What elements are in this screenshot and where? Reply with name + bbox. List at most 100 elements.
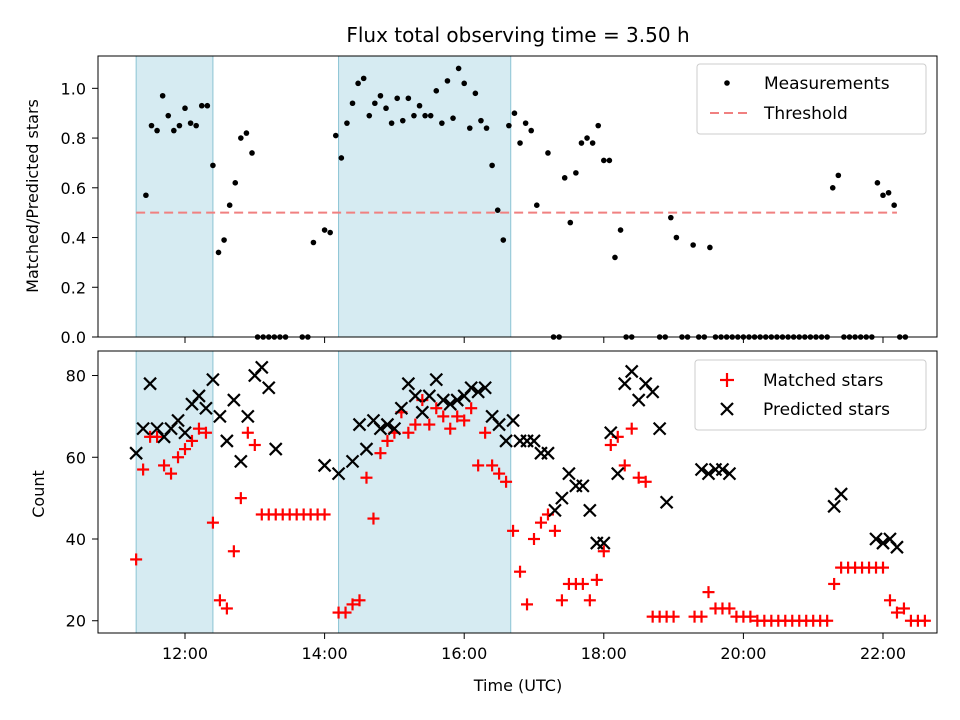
- measurement-point: [494, 207, 501, 213]
- measurement-point: [511, 110, 518, 116]
- matched-star-point: [346, 598, 359, 611]
- top-y-tick-label: 0.0: [61, 328, 86, 347]
- predicted-star-point: [359, 442, 374, 456]
- measurement-point: [517, 140, 523, 146]
- predicted-star-point: [408, 389, 423, 403]
- measurement-point: [226, 202, 233, 209]
- predicted-star-point: [576, 479, 590, 493]
- measurement-point: [707, 244, 713, 251]
- measurement-point: [372, 100, 378, 107]
- predicted-star-point: [471, 385, 485, 399]
- measurement-point: [215, 249, 222, 256]
- legend-predicted-marker: [720, 402, 734, 416]
- predicted-star-point: [527, 434, 541, 448]
- predicted-star-point: [541, 446, 555, 460]
- measurement-point: [243, 130, 250, 136]
- predicted-star-point: [387, 421, 402, 436]
- measurement-point: [232, 180, 239, 186]
- bottom-y-tick-label: 40: [66, 530, 86, 549]
- predicted-star-point: [555, 491, 569, 505]
- top-y-tick-label: 0.8: [61, 129, 86, 148]
- measurement-point: [238, 135, 244, 141]
- measurement-point: [589, 140, 596, 146]
- measurement-point: [567, 219, 574, 226]
- matched-star-point: [514, 565, 527, 578]
- matched-star-point: [507, 524, 520, 537]
- matched-star-point: [151, 430, 164, 443]
- measurement-point: [880, 192, 886, 199]
- measurement-point: [176, 122, 183, 129]
- predicted-star-point: [715, 462, 730, 477]
- top-y-tick-label: 0.6: [61, 179, 86, 198]
- predicted-star-point: [317, 458, 332, 473]
- measurement-point: [154, 127, 160, 134]
- measurement-point: [584, 135, 590, 141]
- measurement-point: [411, 112, 417, 119]
- predicted-star-point: [171, 413, 185, 428]
- predicted-star-point: [562, 466, 576, 481]
- matched-star-point: [241, 426, 254, 439]
- matched-star-point: [493, 467, 506, 480]
- matched-star-point: [318, 508, 331, 521]
- predicted-star-point: [722, 466, 737, 481]
- matched-star-point: [172, 451, 185, 464]
- predicted-star-point: [192, 389, 206, 403]
- measurement-point: [601, 157, 607, 164]
- matched-star-point: [444, 422, 457, 435]
- matched-star-point: [883, 594, 896, 607]
- matched-star-point: [179, 443, 191, 456]
- predicted-star-point: [129, 446, 143, 460]
- matched-star-point: [486, 459, 499, 472]
- matched-star-point: [451, 410, 464, 423]
- matched-star-point: [248, 439, 261, 451]
- bottom-y-tick-label: 20: [66, 612, 86, 631]
- predicted-star-point: [583, 503, 597, 518]
- legend-measurements-marker: [724, 80, 730, 86]
- predicted-star-point: [869, 532, 883, 546]
- measurement-point: [522, 120, 529, 126]
- predicted-star-point: [827, 499, 841, 514]
- measurement-point: [405, 95, 412, 102]
- top-y-tick-label: 0.2: [61, 278, 86, 297]
- matched-star-point: [158, 459, 171, 472]
- x-tick-label: 18:00: [581, 644, 627, 663]
- predicted-star-point: [331, 466, 346, 481]
- measurement-point: [187, 120, 194, 126]
- x-tick-label: 16:00: [441, 644, 487, 663]
- predicted-star-point: [422, 389, 437, 403]
- matched-star-point: [639, 475, 652, 488]
- x-tick-label: 14:00: [302, 644, 348, 663]
- matched-star-point: [165, 467, 178, 480]
- matched-star-point: [534, 516, 547, 529]
- top-y-axis-label: Matched/Predicted stars: [23, 99, 42, 293]
- matched-star-point: [625, 422, 638, 435]
- matched-star-point: [583, 594, 596, 607]
- measurement-point: [416, 102, 423, 109]
- measurement-point: [338, 155, 345, 161]
- matched-star-point: [479, 426, 492, 439]
- matched-star-point: [374, 447, 387, 460]
- bottom-y-tick-label: 80: [66, 367, 86, 386]
- measurement-point: [210, 162, 216, 169]
- matched-star-point: [723, 602, 736, 615]
- matched-star-point: [227, 545, 240, 558]
- matched-star-point: [590, 573, 603, 586]
- matched-star-point: [821, 614, 834, 627]
- matched-star-point: [465, 402, 478, 415]
- predicted-star-point: [394, 401, 409, 415]
- predicted-star-point: [694, 462, 709, 477]
- measurement-point: [198, 102, 205, 109]
- predicted-star-point: [890, 540, 904, 554]
- measurement-point: [528, 127, 535, 134]
- measurement-point: [606, 157, 613, 164]
- measurement-point: [433, 88, 440, 94]
- measurement-point: [578, 140, 585, 146]
- measurement-point: [595, 122, 602, 129]
- predicted-star-point: [478, 381, 492, 395]
- measurement-point: [327, 229, 333, 236]
- measurement-point: [332, 132, 339, 139]
- predicted-star-point: [136, 421, 150, 436]
- measurement-point: [885, 189, 892, 196]
